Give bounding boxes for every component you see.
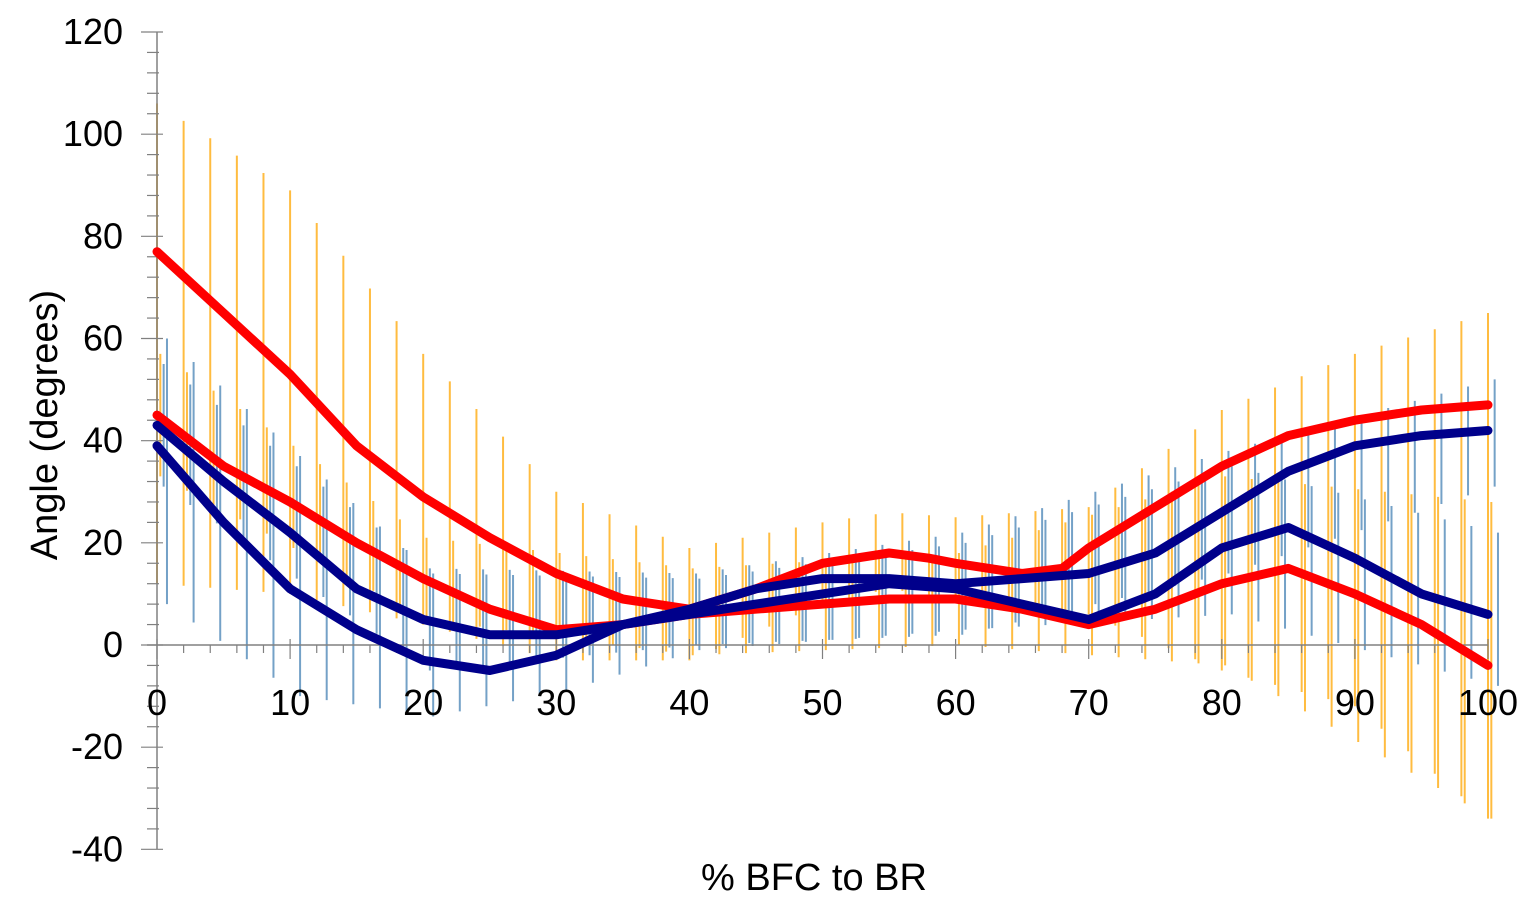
x-tick-label: 0 <box>147 682 167 723</box>
y-tick-label: 100 <box>63 113 123 154</box>
x-tick-label: 80 <box>1202 682 1242 723</box>
error-bars <box>156 103 1499 819</box>
x-tick-label: 60 <box>936 682 976 723</box>
x-tick-label: 50 <box>802 682 842 723</box>
x-tick-label: 10 <box>270 682 310 723</box>
x-axis-title: % BFC to BR <box>701 857 927 899</box>
y-tick-label: 20 <box>83 522 123 563</box>
y-tick-label: 40 <box>83 420 123 461</box>
x-tick-label: 30 <box>536 682 576 723</box>
series-line <box>152 441 1493 675</box>
x-tick-label: 90 <box>1335 682 1375 723</box>
y-axis-title: Angle (degrees) <box>24 290 66 560</box>
axes <box>141 31 1489 850</box>
y-tick-label: 0 <box>103 624 123 665</box>
series-line <box>152 420 1493 640</box>
x-tick-label: 100 <box>1458 682 1518 723</box>
x-tick-label: 70 <box>1069 682 1109 723</box>
y-tick-label: -20 <box>71 726 123 767</box>
y-tick-label: 60 <box>83 318 123 359</box>
y-tick-label: -40 <box>71 828 123 869</box>
tick-labels: 120 100 80 60 40 20 0 -20 -40 0 10 20 30 40 50 60 70 80 90… <box>63 11 1518 869</box>
series-line <box>152 410 1493 670</box>
series-lines <box>152 247 1493 675</box>
y-tick-label: 120 <box>63 11 123 52</box>
x-tick-label: 20 <box>403 682 443 723</box>
x-tick-label: 40 <box>669 682 709 723</box>
y-tick-label: 80 <box>83 215 123 256</box>
series-line <box>152 247 1493 614</box>
